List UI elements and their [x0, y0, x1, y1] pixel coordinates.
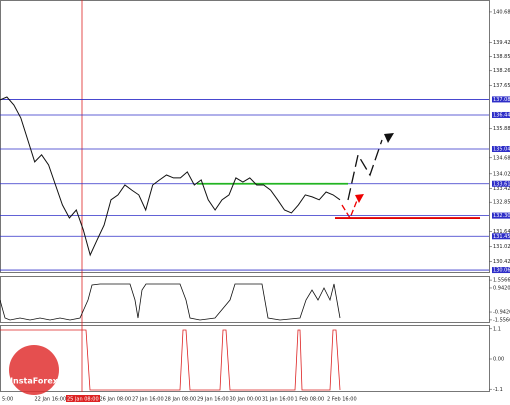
indicator-1-panel [0, 276, 490, 323]
indicator-2-line [0, 329, 341, 391]
level-label: 132.30 [493, 213, 510, 219]
indicator-2-panel [0, 325, 490, 392]
indicator-tick-label: -0.9420 [493, 310, 510, 316]
level-badge [492, 180, 510, 187]
indicator-tick-label: -1.5566 [493, 317, 510, 323]
level-badge [492, 267, 510, 274]
y-tick-label: 138.85 [493, 54, 510, 60]
y-tick-label: 133.42 [493, 186, 510, 192]
indicator-tick-label: -1.1 [493, 387, 503, 393]
y-tick-label: 140.68 [493, 9, 510, 15]
arrow-head [355, 194, 364, 203]
indicator-1-line [0, 283, 341, 321]
y-tick-label: 132.85 [493, 200, 510, 206]
main-panel [0, 0, 490, 273]
y-tick-label: 134.02 [493, 171, 510, 177]
level-badge [492, 212, 510, 219]
x-label-highlight [66, 395, 100, 402]
y-tick-label: 138.26 [493, 68, 510, 74]
x-tick-label: 30 Jan 00:00 [230, 397, 262, 403]
x-tick-label: 31 Jan 16:00 [262, 397, 294, 403]
x-tick-label: 22 Jan 16:00 [35, 397, 67, 403]
indicator-tick-label: 1.5566 [493, 278, 510, 284]
level-badge [492, 233, 510, 240]
y-tick-label: 137.65 [493, 83, 510, 89]
x-tick-label: 25 Jan 08:00 [67, 397, 99, 403]
y-tick-label: 131.02 [493, 244, 510, 250]
level-badge [492, 96, 510, 103]
price-line [0, 96, 341, 257]
x-tick-label: 26 Jan 08:00 [100, 397, 132, 403]
level-label: 137.08 [493, 97, 510, 103]
level-label: 135.04 [493, 147, 510, 153]
y-tick-label: 134.68 [493, 155, 510, 161]
level-label: 133.61 [493, 181, 510, 187]
y-tick-label: 135.88 [493, 126, 510, 132]
y-tick-label: 130.42 [493, 259, 510, 265]
indicator-tick-label: 0.9420 [493, 285, 510, 291]
x-tick-label: 28 Jan 08:00 [165, 397, 197, 403]
level-label: 136.44 [493, 112, 510, 118]
level-label: 130.06 [493, 268, 510, 274]
level-badge [492, 111, 510, 118]
watermark: InstaForex [9, 345, 59, 395]
level-label: 131.45 [493, 234, 510, 240]
x-tick-label: 29 Jan 16:00 [197, 397, 229, 403]
x-tick-label: 5:00 [2, 397, 13, 403]
forecast-arrow-alt [341, 197, 359, 220]
indicator-tick-label: 1.1 [493, 326, 501, 332]
level-badge [492, 146, 510, 153]
y-tick-label: 139.42 [493, 40, 510, 46]
x-tick-label: 1 Feb 08:00 [295, 397, 325, 403]
indicator-tick-label: 0.00 [493, 357, 504, 363]
logo-text: InstaForex [10, 377, 59, 386]
y-tick-label: 131.64 [493, 229, 510, 235]
x-tick-label: 2 Feb 16:00 [327, 397, 357, 403]
arrow-head [384, 133, 394, 143]
x-tick-label: 27 Jan 16:00 [132, 397, 164, 403]
forecast-arrow [347, 139, 383, 201]
logo-circle [9, 345, 59, 395]
